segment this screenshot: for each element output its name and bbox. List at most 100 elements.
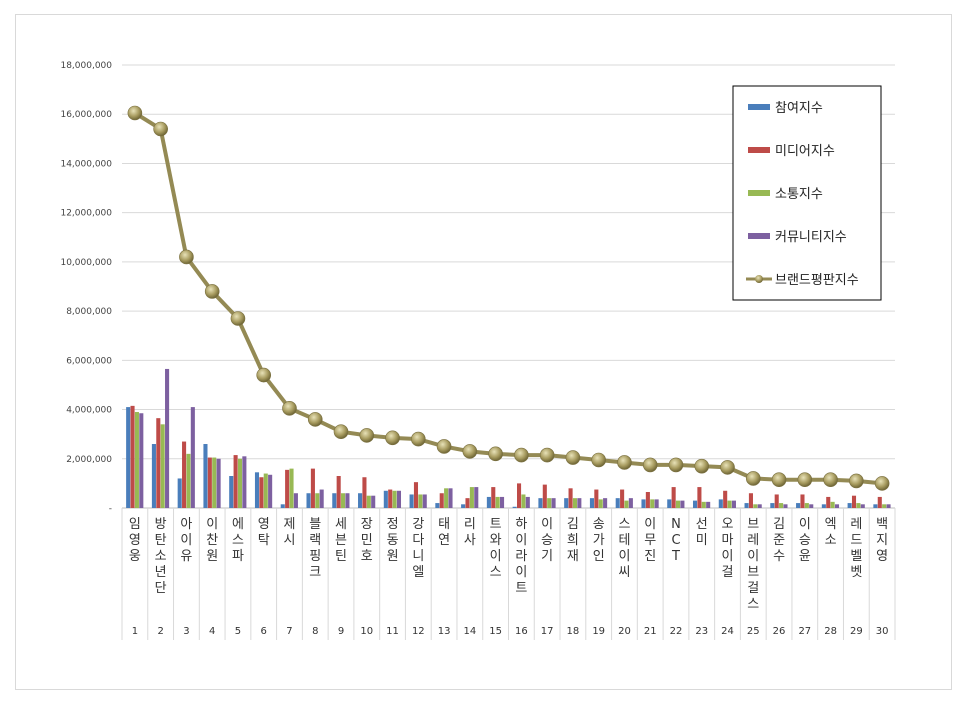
legend-swatch: [748, 104, 770, 110]
bar-소통지수: [856, 503, 861, 508]
category-label-char: 년: [155, 565, 167, 580]
line-point: [849, 473, 864, 489]
rank-label: 9: [338, 626, 344, 637]
bar-커뮤니티지수: [525, 496, 530, 508]
bar-소통지수: [495, 496, 500, 508]
bar-미디어지수: [413, 482, 419, 508]
line-point: [282, 401, 297, 416]
rank-label: 2: [157, 626, 163, 637]
category-label-char: 시: [283, 533, 295, 548]
category-label-char: 원: [206, 549, 218, 564]
category-label-char: 수: [773, 549, 785, 564]
bar-커뮤니티지수: [242, 456, 247, 508]
line-point: [411, 431, 426, 447]
category-label-char: 리: [464, 517, 476, 532]
category-label-char: 걸: [747, 581, 759, 596]
bar-참여지수: [461, 504, 466, 508]
category-label-char: 동: [387, 533, 399, 548]
rank-label: 18: [567, 626, 580, 637]
line-point: [204, 284, 220, 299]
category-label-char: 이: [644, 517, 656, 532]
bar-소통지수: [624, 500, 629, 508]
bar-미디어지수: [388, 489, 393, 508]
bar-참여지수: [280, 504, 285, 508]
bar-소통지수: [212, 457, 217, 508]
rank-label: 8: [312, 626, 318, 637]
rank-label: 23: [695, 626, 708, 637]
line-point: [153, 121, 168, 137]
bar-소통지수: [882, 504, 887, 508]
bar-커뮤니티지수: [190, 407, 195, 508]
line-point: [642, 457, 658, 473]
category-label-char: 아: [180, 517, 192, 532]
category-label-char: 하: [515, 517, 527, 532]
legend-label: 소통지수: [775, 187, 823, 202]
rank-label: 29: [850, 626, 863, 637]
bar-소통지수: [289, 468, 294, 508]
bar-커뮤니티지수: [422, 494, 427, 508]
rank-label: 22: [670, 626, 683, 637]
bar-미디어지수: [491, 487, 496, 508]
bar-커뮤니티지수: [809, 504, 814, 508]
legend-label: 미디어지수: [775, 144, 835, 159]
legend-swatch: [748, 233, 770, 239]
category-label-char: 이: [747, 549, 759, 564]
category-label-char: 니: [412, 549, 424, 564]
category-label-char: N: [671, 517, 681, 532]
bar-참여지수: [151, 444, 156, 508]
line-point: [823, 472, 838, 487]
bar-커뮤니티지수: [268, 474, 273, 508]
category-label-char: 영: [258, 517, 270, 532]
line-point: [565, 450, 581, 465]
category-label-char: 희: [567, 533, 579, 548]
category-label-char: 랙: [309, 533, 321, 548]
line-point: [797, 472, 813, 487]
bar-참여지수: [821, 504, 826, 508]
bar-미디어지수: [748, 493, 753, 508]
line-point: [745, 471, 761, 486]
bar-커뮤니티지수: [654, 499, 659, 508]
y-tick-label: 8,000,000: [66, 307, 112, 317]
rank-label: 30: [876, 626, 889, 637]
bar-미디어지수: [439, 493, 444, 508]
bar-참여지수: [332, 493, 337, 508]
bar-참여지수: [641, 499, 646, 508]
rank-label: 10: [360, 626, 373, 637]
bar-미디어지수: [362, 477, 367, 508]
line-point: [127, 105, 143, 121]
rank-label: 19: [592, 626, 605, 637]
bar-커뮤니티지수: [551, 498, 556, 508]
category-label-char: 블: [309, 517, 321, 532]
bar-참여지수: [409, 494, 414, 508]
bar-소통지수: [263, 473, 268, 508]
line-point: [591, 452, 606, 468]
bar-소통지수: [675, 500, 681, 508]
category-label-char: 승: [799, 533, 811, 548]
rank-label: 5: [235, 626, 241, 637]
category-label-char: 핑: [309, 549, 321, 564]
bar-소통지수: [315, 493, 320, 508]
category-label-char: 선: [696, 517, 708, 532]
category-label-char: 틴: [335, 549, 347, 564]
category-label-char: 스: [232, 533, 244, 548]
line-point: [256, 367, 272, 383]
category-label-char: 제: [283, 517, 295, 532]
bar-참여지수: [177, 478, 182, 508]
category-label-char: 이: [618, 549, 630, 564]
category-label-char: 원: [387, 549, 399, 564]
bar-커뮤니티지수: [731, 500, 736, 508]
category-label-char: T: [671, 549, 680, 564]
bar-미디어지수: [207, 457, 212, 508]
category-label-char: 이: [799, 517, 811, 532]
category-label-char: 이: [541, 517, 553, 532]
line-point: [874, 476, 890, 491]
bar-참여지수: [126, 407, 131, 508]
line-point: [539, 447, 555, 463]
category-label-char: 이: [490, 549, 502, 564]
line-point: [333, 424, 349, 440]
bar-참여지수: [512, 506, 517, 508]
category-label-char: 오: [722, 517, 734, 532]
bar-참여지수: [615, 498, 620, 508]
bar-커뮤니티지수: [474, 487, 479, 508]
rank-label: 26: [773, 626, 786, 637]
